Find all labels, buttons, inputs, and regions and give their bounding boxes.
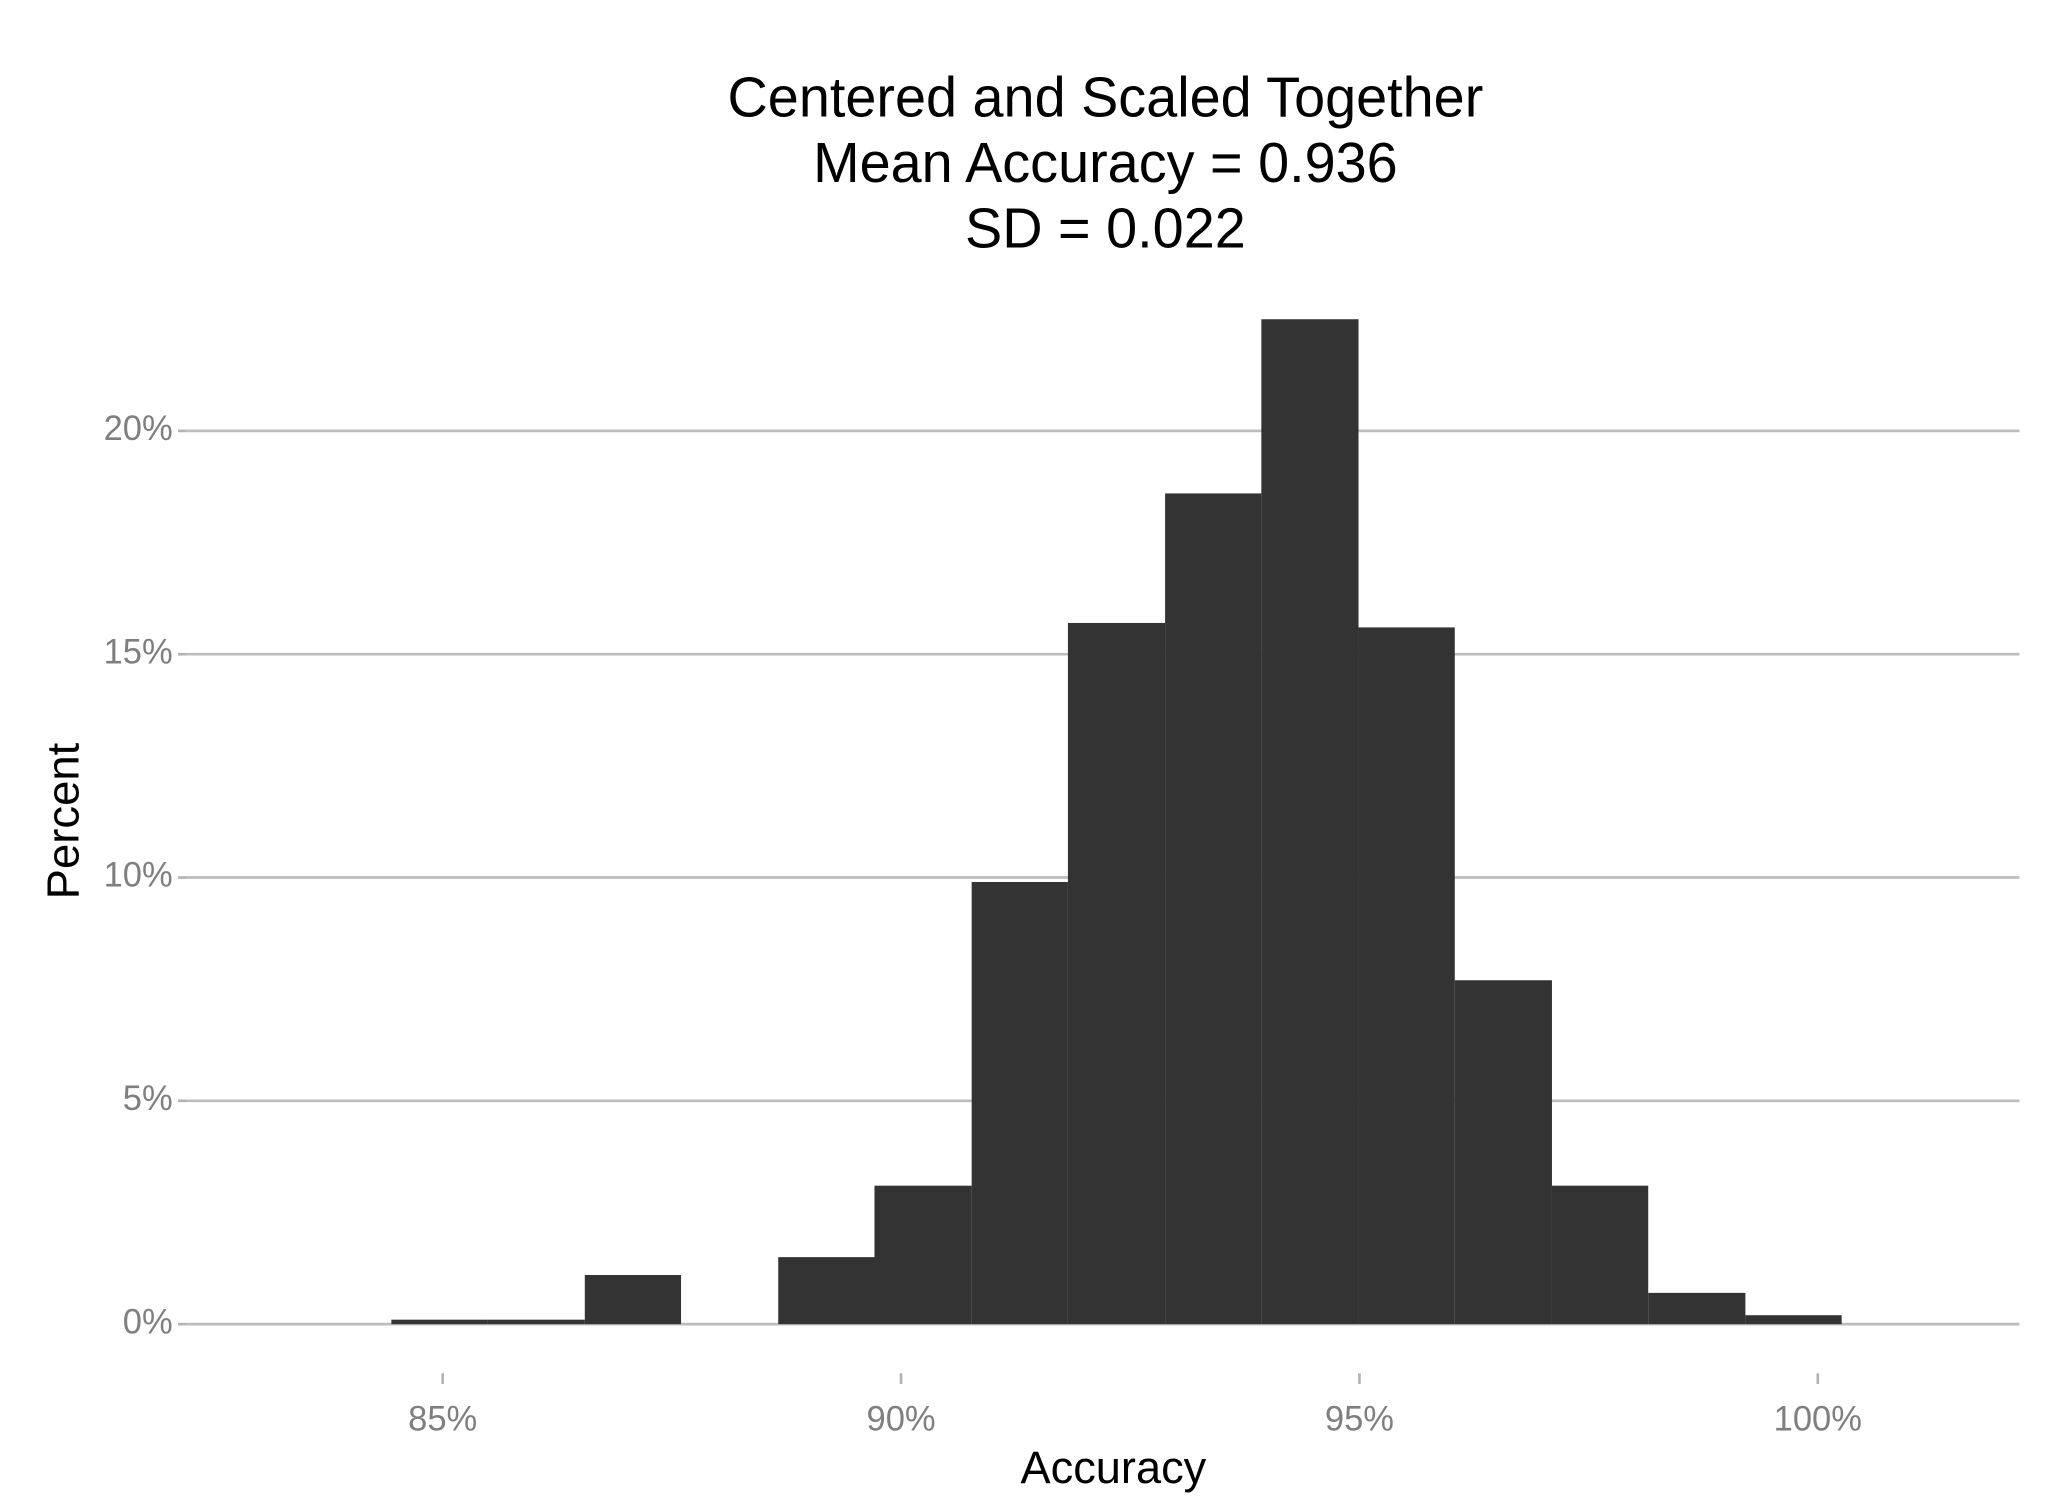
bar — [1165, 493, 1262, 1325]
chart-title: Centered and Scaled Together — [728, 65, 1484, 128]
x-tick-label: 95% — [1325, 1400, 1394, 1438]
x-axis-title: Accuracy — [1021, 1442, 1207, 1493]
bar — [391, 1319, 488, 1325]
chart-subtitle: Mean Accuracy = 0.936 — [813, 131, 1398, 194]
y-tick-label: 10% — [104, 857, 173, 895]
bar — [1358, 627, 1455, 1325]
y-tick-label: 0% — [123, 1303, 173, 1341]
bar — [584, 1275, 682, 1325]
y-tick-label: 20% — [104, 410, 173, 448]
bar — [1067, 622, 1166, 1325]
x-tick-label: 100% — [1774, 1400, 1862, 1438]
bar — [487, 1319, 585, 1325]
bar — [1745, 1315, 1842, 1325]
bar — [874, 1185, 972, 1325]
chart-subtitle: SD = 0.022 — [965, 196, 1246, 259]
bar — [971, 881, 1068, 1325]
bar — [1261, 319, 1359, 1325]
bar — [1551, 1185, 1649, 1325]
y-tick-label: 5% — [123, 1080, 173, 1118]
bar — [778, 1257, 875, 1325]
y-tick-label: 15% — [104, 633, 173, 671]
x-tick-label: 90% — [867, 1400, 936, 1438]
x-tick-label: 85% — [408, 1400, 477, 1438]
bar — [1454, 980, 1552, 1325]
bar — [1648, 1292, 1746, 1325]
y-axis-title: Percent — [37, 742, 88, 899]
